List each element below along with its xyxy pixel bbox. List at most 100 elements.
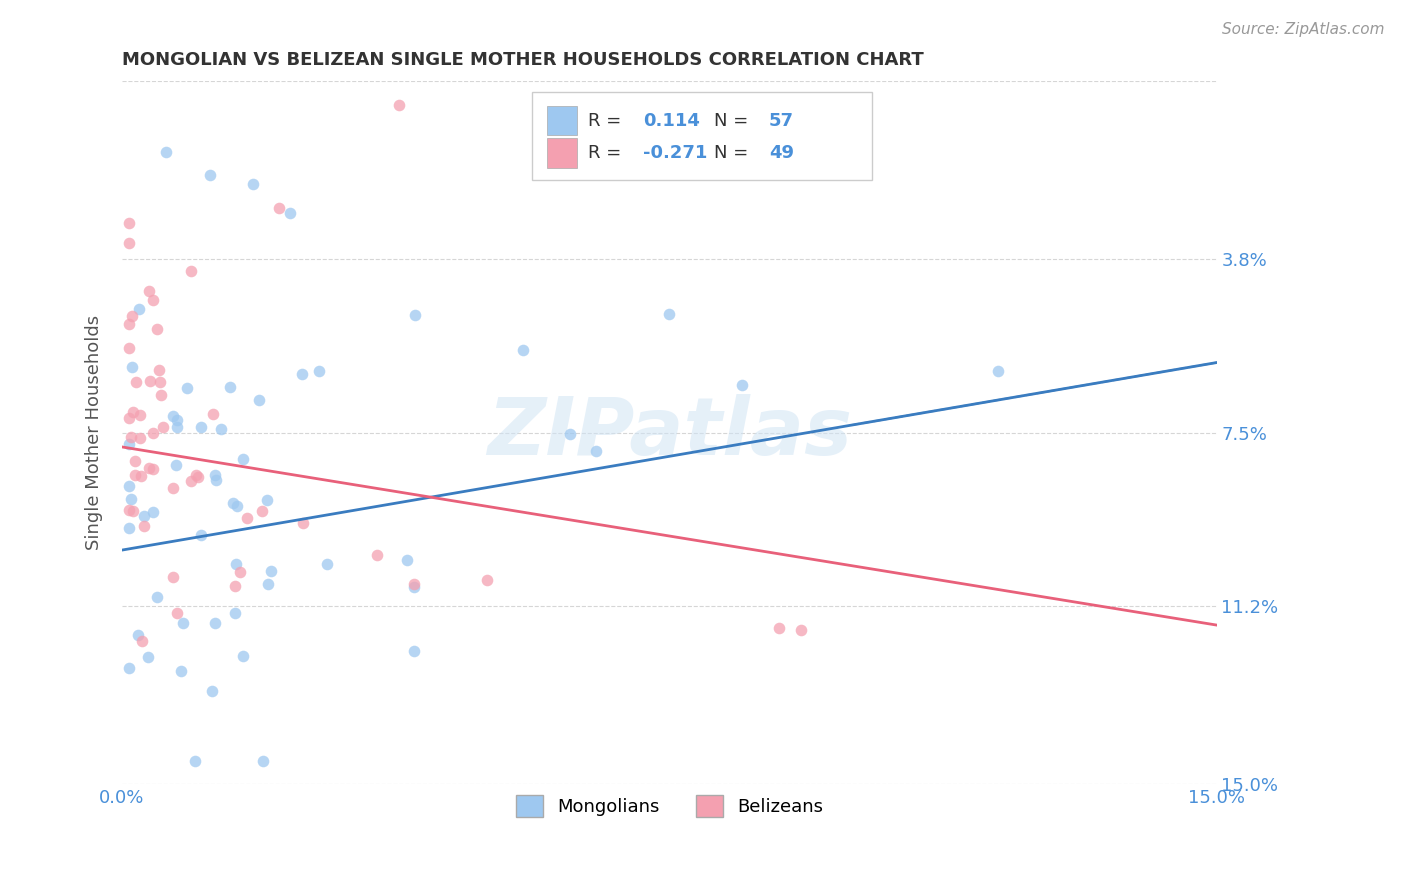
Point	[142, 461, 165, 475]
Point	[172, 615, 194, 630]
Point	[142, 293, 165, 307]
Point	[256, 576, 278, 591]
Point	[209, 422, 232, 436]
Point	[247, 393, 270, 408]
Point	[198, 168, 221, 182]
Point	[232, 649, 254, 664]
Point	[404, 308, 426, 322]
Point	[124, 454, 146, 468]
Point	[789, 623, 811, 637]
Point	[229, 566, 252, 580]
Text: N =: N =	[714, 112, 754, 129]
Point	[731, 378, 754, 392]
Point	[118, 521, 141, 535]
Point	[127, 628, 149, 642]
Point	[201, 683, 224, 698]
Point	[560, 427, 582, 442]
Point	[118, 411, 141, 425]
Point	[225, 499, 247, 513]
Point	[316, 557, 339, 571]
Point	[124, 468, 146, 483]
Point	[260, 564, 283, 578]
Point	[166, 420, 188, 434]
Point	[166, 413, 188, 427]
Text: R =: R =	[588, 145, 627, 162]
Point	[118, 661, 141, 675]
Point	[224, 578, 246, 592]
Point	[131, 634, 153, 648]
Point	[152, 420, 174, 434]
Text: 49: 49	[769, 145, 794, 162]
Point	[190, 527, 212, 541]
Point	[252, 754, 274, 768]
Point	[136, 650, 159, 665]
Point	[121, 359, 143, 374]
Point	[142, 425, 165, 440]
Text: N =: N =	[714, 145, 754, 162]
Point	[204, 468, 226, 483]
Point	[291, 367, 314, 381]
Point	[219, 380, 242, 394]
Point	[118, 479, 141, 493]
Point	[162, 409, 184, 423]
Point	[142, 506, 165, 520]
Text: 57: 57	[769, 112, 794, 129]
Point	[118, 216, 141, 230]
Text: Source: ZipAtlas.com: Source: ZipAtlas.com	[1222, 22, 1385, 37]
Point	[138, 460, 160, 475]
Point	[149, 376, 172, 390]
Point	[129, 408, 152, 422]
Point	[118, 236, 141, 251]
FancyBboxPatch shape	[547, 138, 578, 168]
Point	[170, 665, 193, 679]
Point	[139, 374, 162, 388]
Point	[125, 375, 148, 389]
Point	[256, 493, 278, 508]
Point	[404, 644, 426, 658]
Point	[388, 97, 411, 112]
Point	[118, 342, 141, 356]
Point	[165, 458, 187, 473]
Y-axis label: Single Mother Households: Single Mother Households	[86, 316, 103, 550]
Point	[166, 606, 188, 620]
FancyBboxPatch shape	[533, 92, 872, 180]
Point	[291, 516, 314, 530]
Point	[987, 364, 1010, 378]
Point	[118, 503, 141, 517]
Point	[250, 504, 273, 518]
Point	[395, 553, 418, 567]
Point	[222, 496, 245, 510]
Point	[768, 621, 790, 635]
Point	[184, 468, 207, 483]
Point	[201, 407, 224, 421]
Point	[267, 201, 290, 215]
Point	[128, 431, 150, 445]
Point	[184, 754, 207, 768]
Point	[242, 178, 264, 192]
Text: ZIPatlas: ZIPatlas	[486, 394, 852, 472]
Point	[585, 443, 607, 458]
Point	[176, 381, 198, 395]
Point	[187, 470, 209, 484]
Point	[129, 468, 152, 483]
Point	[841, 125, 863, 139]
Point	[162, 481, 184, 495]
Point	[658, 307, 681, 321]
Point	[278, 205, 301, 219]
Point	[148, 363, 170, 377]
Point	[180, 264, 202, 278]
Point	[190, 419, 212, 434]
Point	[122, 405, 145, 419]
Point	[232, 452, 254, 467]
Point	[225, 557, 247, 571]
Point	[120, 429, 142, 443]
Point	[155, 145, 177, 159]
Point	[149, 388, 172, 402]
FancyBboxPatch shape	[547, 106, 578, 136]
Point	[204, 473, 226, 487]
Point	[402, 577, 425, 591]
Point	[180, 474, 202, 488]
Text: R =: R =	[588, 112, 627, 129]
Text: MONGOLIAN VS BELIZEAN SINGLE MOTHER HOUSEHOLDS CORRELATION CHART: MONGOLIAN VS BELIZEAN SINGLE MOTHER HOUS…	[122, 51, 924, 69]
Point	[118, 437, 141, 451]
